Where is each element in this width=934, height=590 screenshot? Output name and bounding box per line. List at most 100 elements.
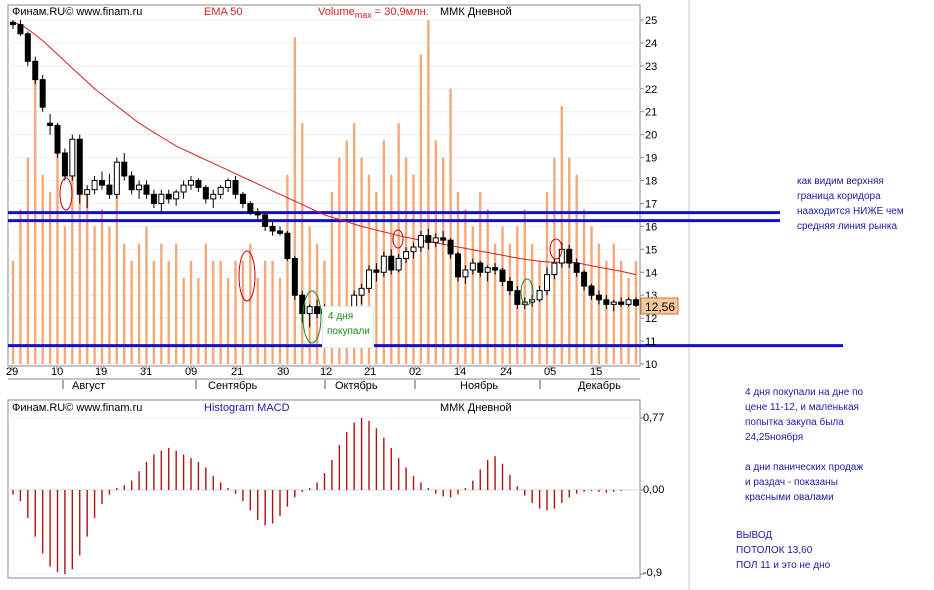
conclusion-line: ПОЛ 11 и это не дно: [736, 560, 831, 571]
price-source-label: Финам.RU© www.finam.ru: [12, 6, 143, 18]
buy-note: 4 дня покупали на дне по цене 11-12, и м…: [745, 385, 863, 445]
volume-bar: [493, 243, 497, 364]
price-y-tick-label: 25: [645, 15, 657, 27]
candle: [128, 171, 135, 195]
volume-bar: [560, 106, 564, 364]
price-y-tick-label: 11: [645, 336, 656, 348]
volume-bar: [501, 226, 504, 364]
corridor-note-line: граница коридора: [797, 191, 881, 202]
volume-bar: [619, 260, 623, 364]
candle: [625, 297, 632, 307]
buy-days-line2: покупали: [327, 326, 370, 337]
candle: [417, 230, 424, 252]
volume-bar: [219, 260, 222, 364]
candle: [314, 299, 321, 319]
volume-bar: [486, 209, 489, 364]
price-y-tick-label: 24: [645, 38, 657, 50]
candle: [581, 269, 588, 291]
candle: [195, 178, 202, 192]
candle: [395, 253, 402, 273]
panic-oval: [549, 238, 563, 260]
corridor-note-line: как видим верхняя: [797, 176, 884, 187]
x-tick-label: 12: [320, 366, 332, 378]
candle: [536, 286, 543, 303]
candle: [143, 180, 150, 199]
candle: [462, 265, 469, 284]
price-y-tick-label: 17: [645, 198, 657, 210]
volume-bar: [93, 226, 96, 364]
volume-bar: [464, 209, 467, 364]
volume-bar: [308, 226, 311, 364]
volume-label-pre: Volume: [318, 6, 355, 18]
candle: [455, 251, 461, 282]
candle: [39, 75, 46, 112]
candle: [247, 201, 254, 215]
month-label: Ноябрь: [460, 380, 498, 392]
buy-note-line: 24,25ноября: [745, 432, 804, 443]
macd-instrument-label: ММК Дневной: [440, 402, 512, 414]
month-label: Сентябрь: [208, 380, 258, 392]
candle: [99, 171, 105, 190]
volume-bar: [56, 123, 59, 364]
volume-bar: [78, 157, 81, 364]
candle: [380, 251, 387, 277]
candle: [358, 283, 365, 305]
price-y-tick-label: 20: [645, 130, 657, 142]
last-price-value: 12,56: [645, 300, 675, 314]
x-tick-label: 24: [500, 366, 512, 378]
candle: [440, 230, 447, 245]
x-tick-label: 31: [140, 366, 152, 378]
volume-bar: [212, 260, 215, 364]
buy-days-line1: 4 дня: [328, 311, 354, 322]
candle: [551, 258, 558, 280]
volume-bar: [41, 174, 44, 364]
corridor-note: как видим верхняя граница коридора наaхо…: [797, 174, 904, 234]
buy-note-line: цене 11-12, и маленькая: [745, 402, 859, 413]
volume-bar: [627, 278, 630, 364]
conclusion-note: ВЫВОД ПОТОЛОК 13,60 ПОЛ 11 и это не дно: [736, 528, 830, 573]
candle: [506, 276, 513, 296]
volume-bar: [249, 243, 252, 364]
candle: [588, 283, 595, 300]
candle: [165, 189, 172, 204]
candle: [17, 20, 24, 37]
price-panel-frame: [7, 4, 641, 367]
price-instrument-label: ММК Дневной: [440, 6, 512, 18]
volume-bar: [286, 174, 289, 364]
volume-bar: [71, 174, 74, 364]
volume-bar: [471, 226, 475, 364]
panic-note-line: а дни панических продаж: [745, 462, 864, 473]
candle: [447, 237, 454, 259]
candle: [284, 230, 291, 261]
candle: [47, 114, 54, 135]
macd-panel-frame: [7, 399, 641, 579]
volume-bar: [189, 260, 193, 364]
macd-indicator-label: Histogram MACD: [204, 402, 290, 414]
candle: [366, 265, 372, 293]
volume-bar: [167, 260, 170, 364]
candle: [388, 249, 395, 275]
buy-oval: [302, 290, 322, 344]
volume-bar: [108, 226, 111, 364]
volume-bar: [634, 260, 638, 364]
price-y-tick-label: 10: [645, 359, 657, 371]
volume-bar: [226, 278, 230, 364]
candle: [373, 263, 380, 282]
candle: [136, 180, 143, 199]
volume-bar: [197, 278, 200, 364]
candle: [54, 123, 61, 158]
candle: [262, 212, 269, 231]
volume-label-sub: max: [354, 10, 372, 21]
candle: [106, 173, 113, 199]
candle: [121, 153, 128, 181]
candle: [499, 267, 506, 287]
month-label: Август: [72, 380, 105, 392]
candle: [484, 265, 491, 282]
candle: [306, 304, 313, 328]
volume-bar: [182, 278, 185, 364]
volume-bar: [441, 157, 445, 364]
price-y-tick-label: 15: [645, 244, 657, 256]
price-y-tick-label: 22: [645, 84, 657, 96]
